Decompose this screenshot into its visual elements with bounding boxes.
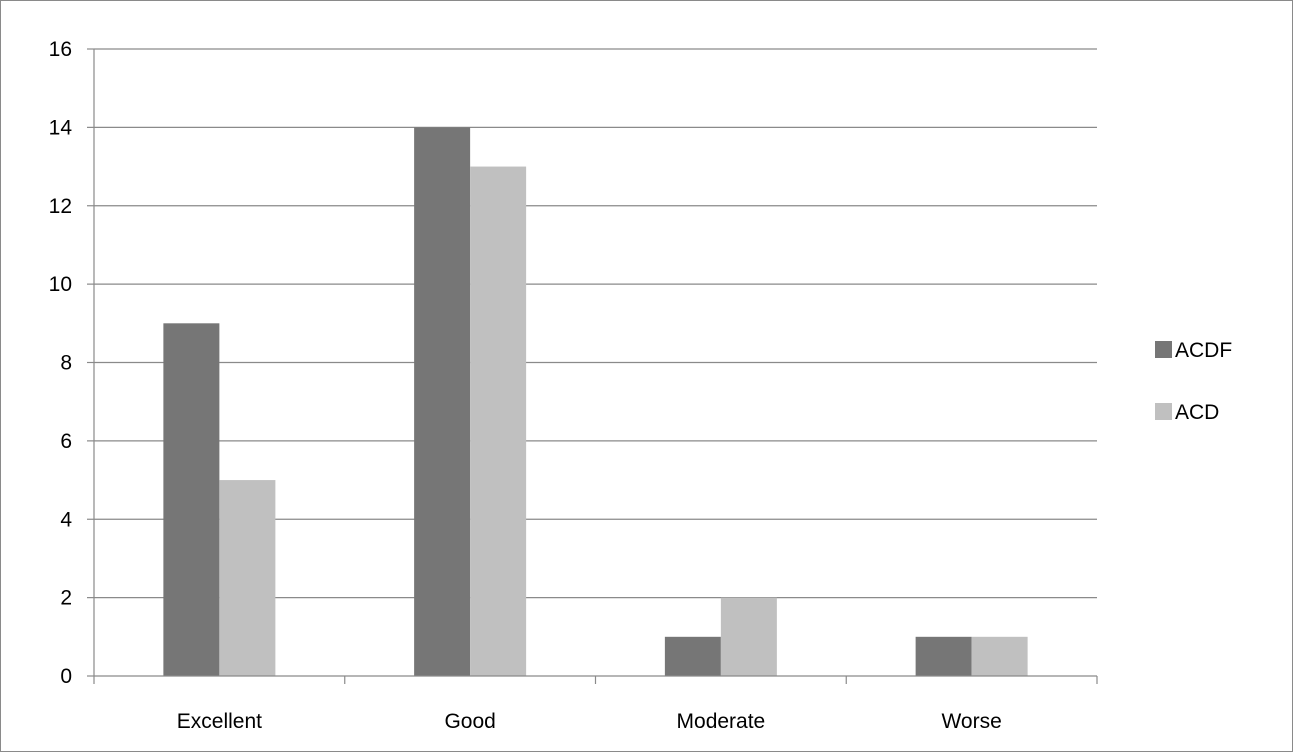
bar-acdf-good: [414, 127, 471, 676]
x-tick-label: Excellent: [177, 710, 262, 733]
x-tick-label: Good: [444, 710, 495, 733]
y-tick-label: 4: [60, 508, 72, 531]
legend-label-acd: ACD: [1175, 401, 1219, 424]
bar-acdf-worse: [915, 636, 972, 676]
bars: [163, 127, 1028, 676]
bar-acdf-moderate: [664, 636, 721, 676]
x-tick-labels: Excellent Good Moderate Worse: [177, 710, 1002, 733]
bar-acd-excellent: [219, 480, 276, 676]
y-tick-label: 6: [60, 430, 72, 453]
y-tick-label: 10: [49, 273, 72, 296]
y-tick-label: 12: [49, 195, 72, 218]
y-tick-label: 16: [49, 38, 72, 61]
x-tick-label: Moderate: [677, 710, 766, 733]
x-tick-label: Worse: [941, 710, 1001, 733]
y-tick-label: 0: [60, 665, 72, 688]
bar-acd-moderate: [720, 597, 777, 676]
y-tick-label: 2: [60, 587, 72, 610]
bar-acdf-excellent: [163, 323, 220, 676]
axes: [87, 48, 1098, 684]
legend-label-acdf: ACDF: [1175, 339, 1232, 362]
legend-swatch-acdf: [1155, 341, 1172, 358]
legend: ACDF ACD: [1155, 339, 1232, 424]
y-tick-labels: 0 2 4 6 8 10 12 14 16: [49, 38, 73, 688]
bar-acd-good: [470, 166, 527, 676]
legend-swatch-acd: [1155, 403, 1172, 420]
y-tick-label: 14: [49, 116, 73, 139]
y-tick-label: 8: [60, 352, 72, 375]
bar-acd-worse: [971, 636, 1028, 676]
